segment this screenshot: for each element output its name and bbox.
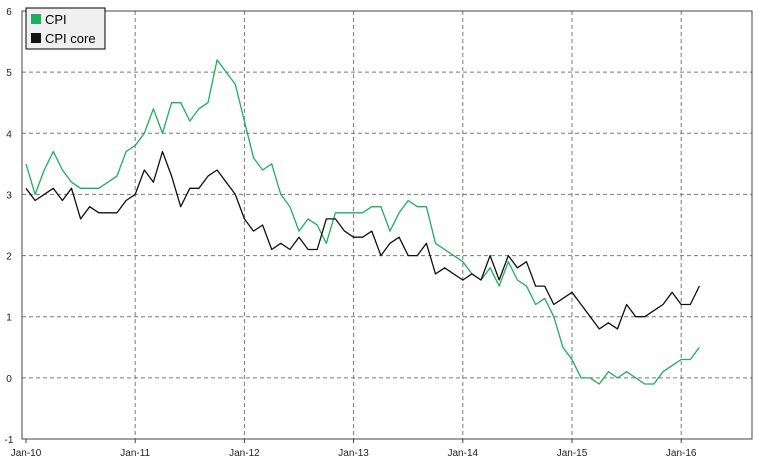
y-tick-label: -1 bbox=[5, 435, 14, 446]
series-line-cpi-core bbox=[25, 150, 700, 330]
y-tick-label: 2 bbox=[6, 252, 12, 263]
x-tick-label: Jan-10 bbox=[11, 448, 42, 459]
y-tick-label: 1 bbox=[6, 313, 12, 324]
legend-swatch-cpi-core bbox=[31, 33, 41, 43]
x-tick-label: Jan-14 bbox=[448, 448, 479, 459]
y-tick-label: 4 bbox=[6, 129, 12, 140]
series-line-cpi bbox=[25, 59, 700, 385]
x-tick-label: Jan-12 bbox=[229, 448, 260, 459]
legend: CPI CPI core bbox=[25, 7, 106, 50]
plot-frame bbox=[21, 10, 753, 440]
x-tick-label: Jan-15 bbox=[557, 448, 588, 459]
y-tick-label: 3 bbox=[6, 190, 12, 201]
y-tick-label: 5 bbox=[6, 68, 12, 79]
legend-swatch-cpi bbox=[31, 14, 41, 24]
x-tick-label: Jan-13 bbox=[338, 448, 369, 459]
y-tick-label: 0 bbox=[6, 374, 12, 385]
legend-label-cpi: CPI bbox=[45, 12, 67, 27]
y-tick-label: 6 bbox=[6, 7, 12, 18]
x-tick-label: Jan-16 bbox=[666, 448, 697, 459]
x-tick-label: Jan-11 bbox=[120, 448, 150, 459]
series-lines bbox=[25, 59, 700, 385]
axes: -1 0 1 2 3 4 5 6 Jan-10 Jan-11 Jan-12 Jan-13 Jan-14 J… bbox=[5, 7, 753, 459]
legend-label-cpi-core: CPI core bbox=[45, 31, 96, 46]
gridlines bbox=[22, 10, 752, 439]
